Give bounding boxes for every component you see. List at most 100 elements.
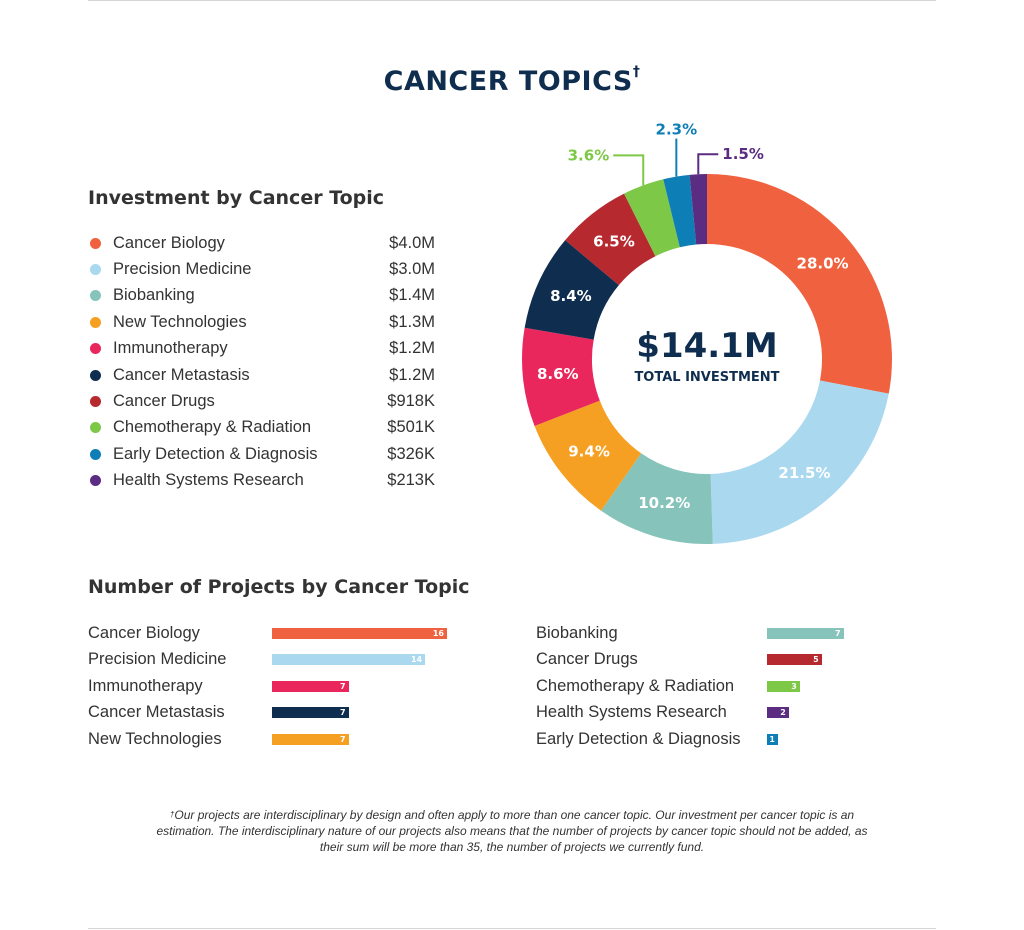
project-topic-name: Health Systems Research [536, 703, 727, 722]
project-bar: 1 [767, 733, 778, 745]
donut-slice [710, 380, 889, 544]
legend-dot [90, 316, 101, 328]
page-title: CANCER TOPICS† [0, 64, 1024, 97]
legend-item-name: Early Detection & Diagnosis [113, 444, 318, 463]
projects-bars-left: Cancer Biology 16 Precision Medicine 14 Immu… [88, 621, 458, 753]
project-row: New Technologies 7 [88, 727, 458, 753]
project-row: Chemotherapy & Radiation 3 [536, 674, 856, 700]
project-bar: 14 [272, 654, 426, 666]
title-dagger: † [632, 64, 641, 80]
legend-item: Early Detection & Diagnosis $326K [90, 441, 435, 467]
legend-dot [90, 369, 101, 381]
legend-dot [90, 290, 101, 302]
legend-dot [90, 422, 101, 434]
legend-dot [90, 475, 101, 487]
leader-line [613, 154, 645, 186]
legend-item-name: Health Systems Research [113, 471, 304, 490]
slice-label: 8.6% [537, 365, 579, 383]
legend-item: Biobanking $1.4M [90, 283, 435, 309]
legend-item-amount: $1.2M [389, 339, 435, 358]
project-bar: 3 [767, 680, 800, 692]
project-topic-name: Precision Medicine [88, 650, 227, 669]
legend-item-amount: $326K [387, 444, 435, 463]
projects-heading: Number of Projects by Cancer Topic [88, 576, 470, 598]
legend-item-amount: $1.4M [389, 286, 435, 305]
project-bar-value: 7 [339, 681, 346, 691]
legend-item: Cancer Drugs $918K [90, 388, 435, 414]
legend-item-amount: $1.2M [389, 365, 435, 384]
legend-item-name: Cancer Biology [113, 233, 225, 252]
slice-label: 9.4% [568, 443, 610, 461]
legend-dot [90, 264, 101, 276]
project-bar-value: 1 [769, 734, 775, 744]
legend-item-name: New Technologies [113, 312, 247, 331]
legend-item-name: Chemotherapy & Radiation [113, 418, 312, 437]
legend-dot [90, 396, 101, 408]
legend-item-name: Immunotherapy [113, 339, 228, 358]
project-bar-value: 7 [339, 734, 346, 744]
legend-item-amount: $3.0M [389, 260, 435, 279]
legend-item-name: Biobanking [113, 286, 195, 305]
legend-item: Precision Medicine $3.0M [90, 256, 435, 282]
project-bar-value: 14 [410, 655, 423, 665]
footnote-text: Our projects are interdisciplinary by de… [156, 808, 868, 854]
slice-label: 2.3% [656, 121, 698, 139]
legend-item-amount: $4.0M [389, 233, 435, 252]
project-topic-name: Biobanking [536, 624, 618, 642]
project-topic-name: Cancer Biology [88, 624, 200, 642]
project-row: Cancer Drugs 5 [536, 647, 856, 673]
leader-line [697, 153, 719, 175]
project-bar-value: 7 [339, 708, 346, 718]
project-row: Biobanking 7 [536, 621, 856, 647]
donut-slice [663, 174, 697, 248]
project-topic-name: Early Detection & Diagnosis [536, 729, 741, 748]
projects-bars-right: Biobanking 7 Cancer Drugs 5 Chemotherapy & R… [536, 621, 856, 753]
legend-item-amount: $213K [387, 471, 435, 490]
project-bar: 16 [272, 628, 447, 639]
investment-legend: Cancer Biology $4.0M Precision Medicine $3.… [90, 230, 435, 494]
legend-item: Immunotherapy $1.2M [90, 336, 435, 362]
project-bar-value: 3 [791, 681, 797, 691]
legend-dot [90, 448, 101, 460]
slice-label: 21.5% [778, 464, 830, 482]
project-bar-value: 16 [432, 629, 444, 638]
legend-item-name: Precision Medicine [113, 260, 252, 279]
project-topic-name: New Technologies [88, 729, 222, 748]
legend-item: Cancer Metastasis $1.2M [90, 362, 435, 388]
project-row: Immunotherapy 7 [88, 674, 458, 700]
project-bar: 7 [272, 733, 349, 745]
investment-heading: Investment by Cancer Topic [88, 187, 385, 209]
top-divider [88, 0, 936, 1]
project-topic-name: Chemotherapy & Radiation [536, 676, 735, 695]
legend-dot [90, 237, 101, 249]
legend-item-name: Cancer Drugs [113, 392, 215, 411]
slice-label: 6.5% [593, 232, 635, 250]
legend-item: Chemotherapy & Radiation $501K [90, 415, 435, 441]
donut-slice [601, 453, 713, 544]
project-topic-name: Cancer Drugs [536, 650, 638, 669]
donut-slice [689, 174, 707, 245]
project-topic-name: Immunotherapy [88, 676, 203, 695]
donut-center-label: TOTAL INVESTMENT [634, 370, 779, 385]
legend-item: Cancer Biology $4.0M [90, 230, 435, 256]
project-row: Cancer Metastasis 7 [88, 700, 458, 726]
donut-slice [522, 327, 600, 427]
project-bar-value: 7 [834, 629, 841, 638]
slice-label: 3.6% [568, 146, 610, 164]
donut-slice [534, 400, 642, 511]
project-row: Early Detection & Diagnosis 1 [536, 727, 856, 753]
slice-label: 28.0% [797, 254, 849, 272]
investment-donut-chart: 28.0% 21.5% 10.2% 9.4% 8.6% 8.4% 6.5% 3.6% 2.3% 1… [522, 121, 892, 544]
project-topic-name: Cancer Metastasis [88, 703, 225, 722]
bottom-divider [88, 928, 936, 929]
project-row: Cancer Biology 16 [88, 621, 458, 647]
slice-label: 10.2% [638, 494, 690, 512]
project-bar-value: 2 [780, 708, 786, 718]
legend-item-amount: $1.3M [389, 312, 435, 331]
project-bar: 7 [272, 707, 349, 719]
project-bar-value: 5 [813, 655, 819, 665]
project-bar: 7 [767, 628, 844, 639]
donut-slice [524, 240, 619, 340]
project-bar: 2 [767, 707, 789, 719]
slice-label: 1.5% [722, 145, 764, 163]
